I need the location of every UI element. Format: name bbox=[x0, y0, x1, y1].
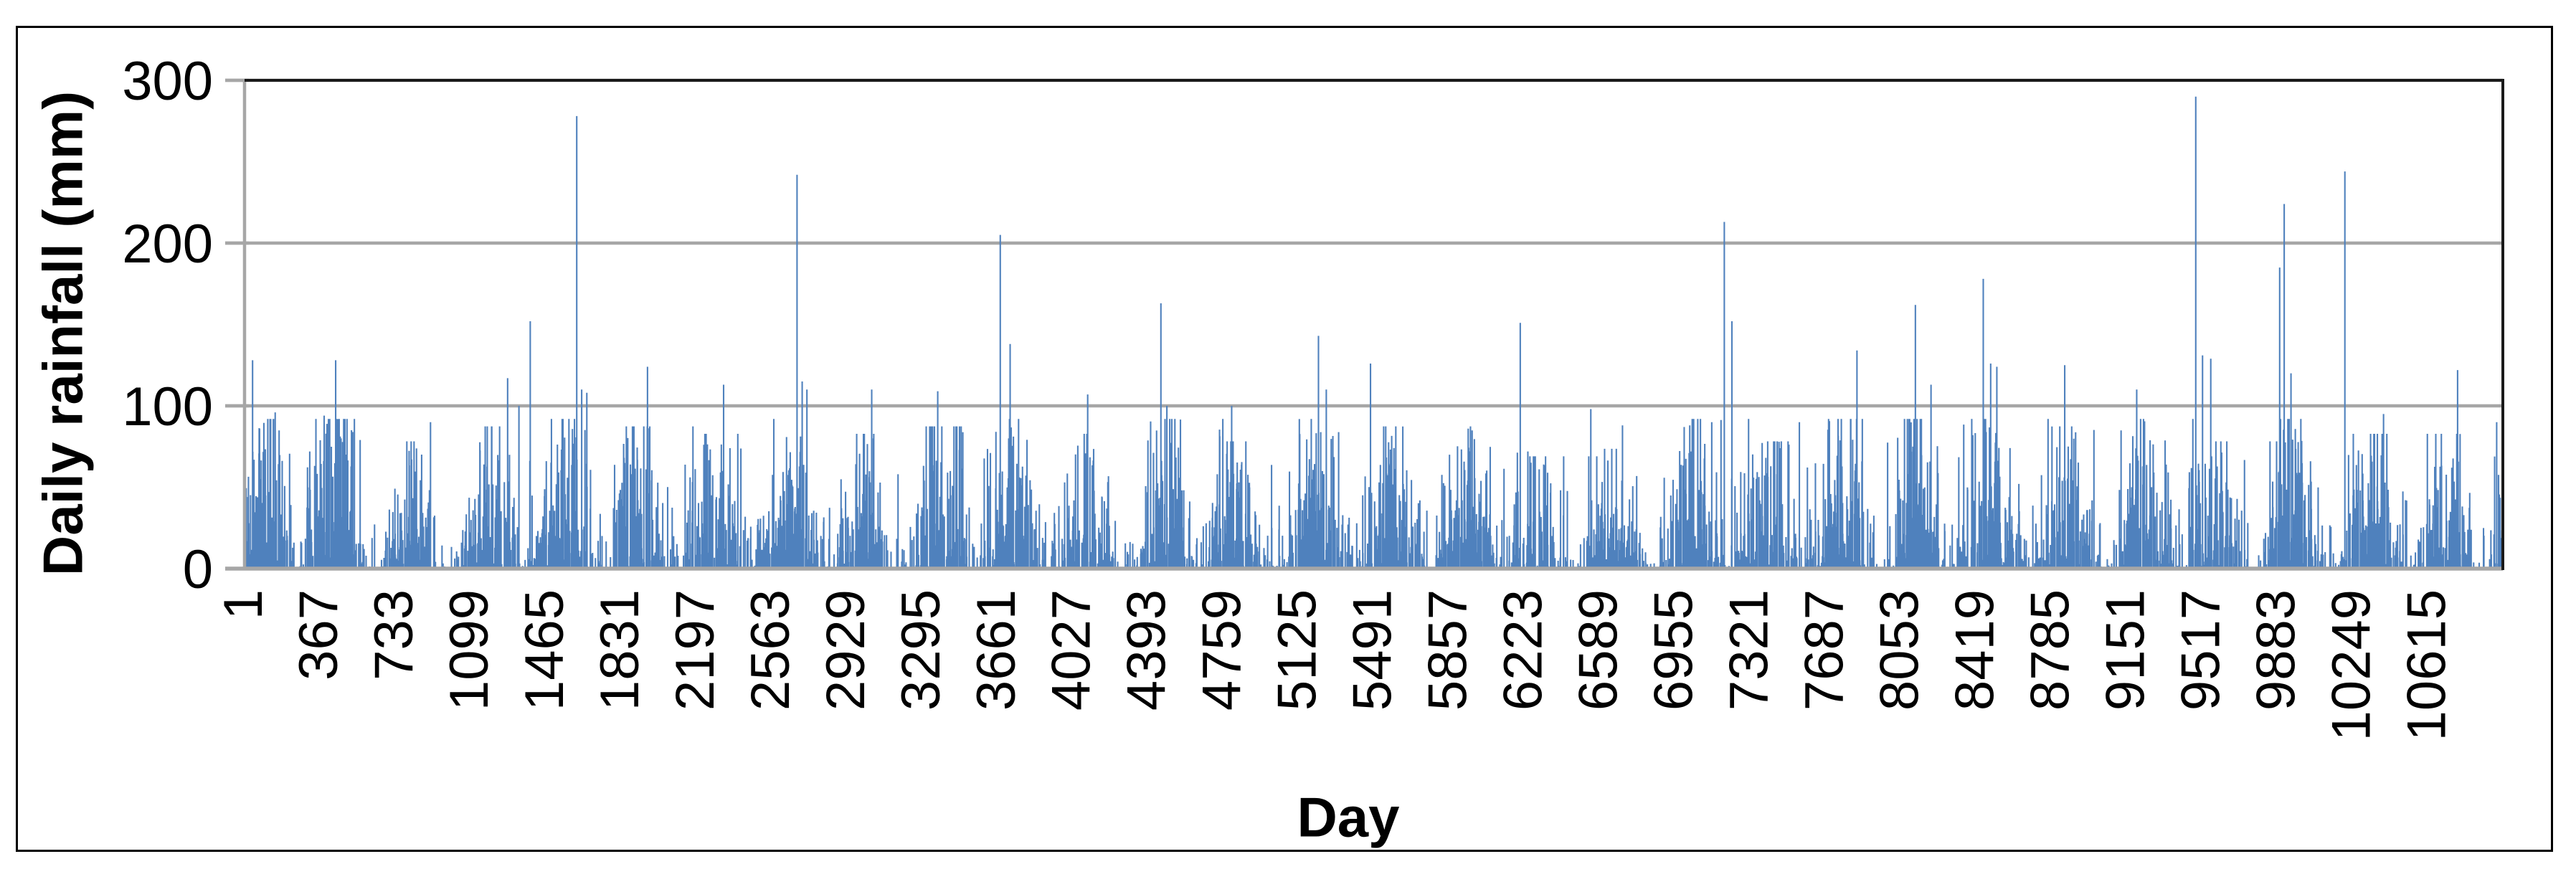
x-tick-label: 4027 bbox=[1041, 589, 1102, 711]
x-tick-label: 1 bbox=[213, 589, 274, 620]
x-tick-label: 8785 bbox=[2019, 589, 2080, 711]
x-tick-label: 2929 bbox=[815, 589, 876, 711]
x-tick-label: 5125 bbox=[1267, 589, 1328, 711]
y-tick-label: 200 bbox=[122, 214, 213, 275]
x-axis-title: Day bbox=[1297, 785, 1400, 849]
x-tick-label: 5491 bbox=[1343, 589, 1403, 711]
chart-border bbox=[16, 26, 2553, 852]
y-tick-label: 100 bbox=[122, 376, 213, 437]
x-tick-label: 2563 bbox=[740, 589, 801, 711]
x-tick-label: 8053 bbox=[1870, 589, 1931, 711]
x-tick-label: 10615 bbox=[2396, 589, 2457, 741]
x-tick-label: 733 bbox=[364, 589, 425, 680]
x-tick-label: 1831 bbox=[589, 589, 650, 711]
x-tick-label: 367 bbox=[288, 589, 349, 680]
x-tick-label: 8419 bbox=[1945, 589, 2006, 711]
x-tick-label: 6955 bbox=[1644, 589, 1705, 711]
x-tick-label: 1099 bbox=[439, 589, 500, 711]
y-tick-label: 0 bbox=[183, 539, 213, 600]
y-tick-label: 300 bbox=[122, 51, 213, 112]
x-tick-label: 9883 bbox=[2245, 589, 2306, 711]
x-tick-label: 9517 bbox=[2170, 589, 2231, 711]
x-tick-label: 5857 bbox=[1418, 589, 1479, 711]
x-tick-label: 10249 bbox=[2321, 589, 2382, 741]
x-tick-label: 6589 bbox=[1568, 589, 1629, 711]
x-tick-label: 6223 bbox=[1493, 589, 1554, 711]
x-tick-label: 1465 bbox=[514, 589, 575, 711]
y-axis-title: Daily rainfall (mm) bbox=[31, 90, 95, 577]
x-tick-label: 4393 bbox=[1117, 589, 1178, 711]
rainfall-bars bbox=[243, 96, 2504, 569]
x-tick-label: 9151 bbox=[2095, 589, 2156, 711]
x-tick-label: 7687 bbox=[1794, 589, 1855, 711]
x-tick-label: 3661 bbox=[966, 589, 1027, 711]
x-tick-label: 7321 bbox=[1719, 589, 1780, 711]
x-tick-label: 4759 bbox=[1192, 589, 1253, 711]
x-tick-label: 3295 bbox=[891, 589, 952, 711]
x-tick-label: 2197 bbox=[665, 589, 726, 711]
